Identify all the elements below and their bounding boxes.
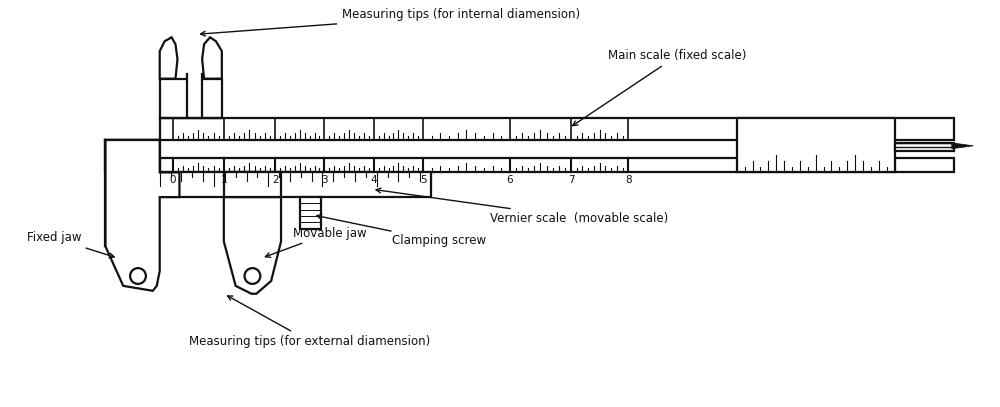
Text: 8: 8 xyxy=(625,175,632,186)
Circle shape xyxy=(130,268,146,284)
Text: Movable jaw: Movable jaw xyxy=(265,227,366,257)
Polygon shape xyxy=(160,158,954,173)
Text: Measuring tips (for external diamension): Measuring tips (for external diamension) xyxy=(189,296,431,348)
Text: Fixed jaw: Fixed jaw xyxy=(27,232,114,258)
Text: Clamping screw: Clamping screw xyxy=(317,214,486,247)
Polygon shape xyxy=(737,118,895,173)
Polygon shape xyxy=(224,173,281,197)
Polygon shape xyxy=(202,37,222,79)
Text: Vernier scale  (movable scale): Vernier scale (movable scale) xyxy=(376,188,668,225)
Text: 2: 2 xyxy=(272,175,278,186)
Text: 3: 3 xyxy=(321,175,328,186)
Polygon shape xyxy=(160,173,431,197)
Text: Main scale (fixed scale): Main scale (fixed scale) xyxy=(573,49,747,126)
Polygon shape xyxy=(895,143,954,151)
Polygon shape xyxy=(187,69,202,113)
Text: 5: 5 xyxy=(420,175,426,186)
Polygon shape xyxy=(952,143,973,149)
Polygon shape xyxy=(105,140,160,173)
Polygon shape xyxy=(224,197,281,294)
Text: 1: 1 xyxy=(221,175,227,186)
Text: Measuring tips (for internal diamension): Measuring tips (for internal diamension) xyxy=(201,8,580,36)
Text: 7: 7 xyxy=(568,175,574,186)
Text: 6: 6 xyxy=(507,175,513,186)
Polygon shape xyxy=(160,118,954,140)
Text: 0: 0 xyxy=(169,175,176,186)
Polygon shape xyxy=(160,79,222,118)
Text: 4: 4 xyxy=(370,175,377,186)
Polygon shape xyxy=(105,140,179,291)
Polygon shape xyxy=(300,197,321,229)
Circle shape xyxy=(245,268,260,284)
Polygon shape xyxy=(160,37,177,79)
